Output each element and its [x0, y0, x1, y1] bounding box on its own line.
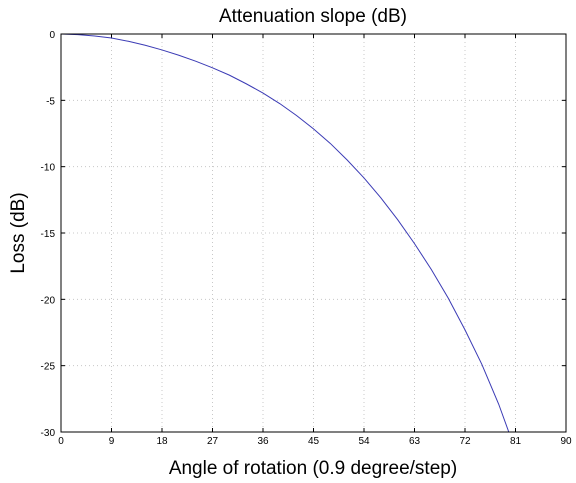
- tick-labels: 0 9 18 27 36 45 54 63 72 81 90 0 -5 -10 -15 -20 -25 -30: [41, 30, 572, 447]
- series-group: [60, 33, 510, 433]
- x-tick-label: 63: [409, 436, 421, 447]
- x-tick-label: 27: [207, 436, 219, 447]
- y-tick-label: -20: [41, 295, 56, 306]
- x-tick-label: 36: [257, 436, 269, 447]
- plot-frame: [60, 33, 567, 433]
- y-tick-label: -5: [46, 96, 55, 107]
- x-tick-label: 0: [58, 436, 64, 447]
- x-tick-label: 90: [560, 436, 572, 447]
- y-tick-label: 0: [49, 30, 55, 41]
- x-tick-label: 72: [459, 436, 471, 447]
- x-tick-label: 45: [308, 436, 320, 447]
- y-tick-label: -15: [41, 229, 56, 240]
- x-tick-label: 18: [156, 436, 168, 447]
- y-axis-label: Loss (dB): [8, 192, 29, 273]
- x-tick-label: 54: [358, 436, 370, 447]
- x-axis-label: Angle of rotation (0.9 degree/step): [169, 458, 457, 479]
- y-tick-label: -25: [41, 362, 56, 373]
- chart-title: Attenuation slope (dB): [219, 6, 407, 27]
- y-tick-label: -10: [41, 163, 56, 174]
- series-line-0: [60, 33, 510, 433]
- x-tick-label: 81: [510, 436, 522, 447]
- y-tick-label: -30: [41, 428, 56, 439]
- x-tick-label: 9: [109, 436, 115, 447]
- grid: [61, 34, 566, 432]
